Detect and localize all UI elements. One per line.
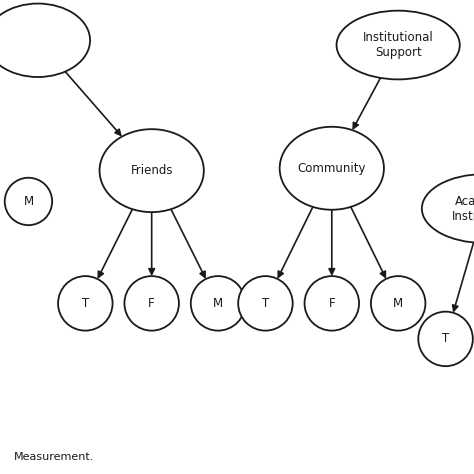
Text: Measurement.: Measurement. xyxy=(14,452,95,462)
Ellipse shape xyxy=(280,127,384,210)
Ellipse shape xyxy=(124,276,179,331)
Ellipse shape xyxy=(0,3,90,77)
Text: T: T xyxy=(262,297,269,310)
Ellipse shape xyxy=(238,276,292,331)
Text: T: T xyxy=(442,332,449,346)
Text: F: F xyxy=(328,297,335,310)
Ellipse shape xyxy=(422,174,474,243)
Text: Community: Community xyxy=(298,162,366,175)
Ellipse shape xyxy=(5,178,52,225)
Ellipse shape xyxy=(418,312,473,366)
Text: T: T xyxy=(82,297,89,310)
Ellipse shape xyxy=(191,276,246,331)
Text: M: M xyxy=(393,297,403,310)
Ellipse shape xyxy=(58,276,112,331)
Text: Institutional
Support: Institutional Support xyxy=(363,31,434,59)
Text: M: M xyxy=(23,195,34,208)
Text: F: F xyxy=(148,297,155,310)
Ellipse shape xyxy=(371,276,425,331)
Text: M: M xyxy=(213,297,223,310)
Ellipse shape xyxy=(304,276,359,331)
Text: Friends: Friends xyxy=(130,164,173,177)
Text: Academic
Instruction: Academic Instruction xyxy=(452,194,474,223)
Ellipse shape xyxy=(100,129,204,212)
Ellipse shape xyxy=(337,10,460,79)
